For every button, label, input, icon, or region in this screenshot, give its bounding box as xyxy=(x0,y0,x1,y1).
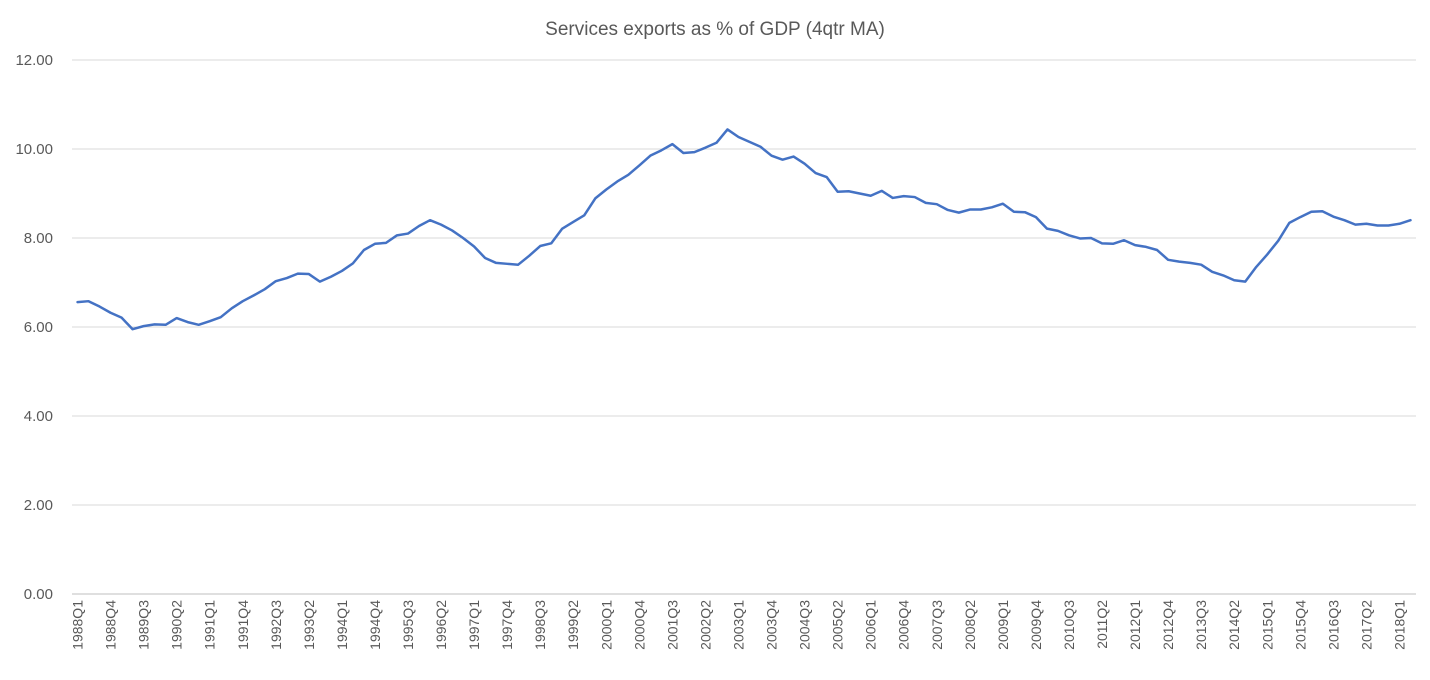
y-tick-label: 12.00 xyxy=(15,52,53,69)
y-tick-label: 0.00 xyxy=(24,586,53,603)
x-tick-label: 2017Q2 xyxy=(1358,600,1374,650)
x-tick-label: 2015Q4 xyxy=(1292,600,1308,650)
x-tick-label: 2010Q3 xyxy=(1061,600,1077,650)
x-tick-label: 2003Q4 xyxy=(764,600,780,650)
x-tick-label: 2009Q1 xyxy=(995,600,1011,650)
x-tick-label: 1998Q3 xyxy=(532,600,548,650)
chart-title: Services exports as % of GDP (4qtr MA) xyxy=(545,19,885,40)
x-tick-label: 1994Q4 xyxy=(367,600,383,650)
x-tick-label: 1988Q1 xyxy=(70,600,86,650)
x-tick-label: 1990Q2 xyxy=(169,600,185,650)
x-tick-label: 1992Q3 xyxy=(268,600,284,650)
x-tick-label: 2006Q4 xyxy=(896,600,912,650)
y-tick-label: 10.00 xyxy=(15,141,53,158)
x-tick-label: 2007Q3 xyxy=(929,600,945,650)
x-tick-label: 2009Q4 xyxy=(1028,600,1044,650)
y-tick-label: 6.00 xyxy=(24,319,53,336)
x-tick-label: 2016Q3 xyxy=(1325,600,1341,650)
x-tick-label: 2004Q3 xyxy=(797,600,813,650)
x-tick-label: 1988Q4 xyxy=(103,600,119,650)
x-tick-label: 2014Q2 xyxy=(1226,600,1242,650)
x-tick-label: 2008Q2 xyxy=(962,600,978,650)
x-tick-label: 1993Q2 xyxy=(301,600,317,650)
x-tick-label: 1997Q4 xyxy=(499,600,515,650)
x-tick-label: 1995Q3 xyxy=(400,600,416,650)
x-tick-label: 2006Q1 xyxy=(863,600,879,650)
x-tick-label: 2000Q4 xyxy=(631,600,647,650)
x-tick-label: 2011Q2 xyxy=(1094,600,1110,649)
series-line-services-exports xyxy=(76,128,1412,331)
x-tick-label: 1997Q1 xyxy=(466,600,482,650)
x-tick-label: 2001Q3 xyxy=(664,600,680,650)
x-tick-label: 1989Q3 xyxy=(136,600,152,650)
y-axis-ticks: 0.00 2.00 4.00 6.00 8.00 10.00 12.00 xyxy=(15,52,53,603)
x-tick-label: 1996Q2 xyxy=(433,600,449,650)
x-tick-label: 2012Q4 xyxy=(1160,600,1176,650)
x-axis-ticks: 1988Q1 1988Q4 1989Q3 1990Q2 1991Q1 1991Q4 1992… xyxy=(70,600,1408,650)
x-tick-label: 1991Q4 xyxy=(235,600,251,650)
x-tick-label: 1991Q1 xyxy=(202,600,218,650)
x-tick-label: 2005Q2 xyxy=(830,600,846,650)
x-tick-label: 2000Q1 xyxy=(598,600,614,650)
x-tick-label: 2015Q1 xyxy=(1259,600,1275,650)
x-tick-label: 2003Q1 xyxy=(730,600,746,650)
gridlines xyxy=(72,59,1416,506)
x-tick-label: 1999Q2 xyxy=(565,600,581,650)
y-tick-label: 8.00 xyxy=(24,230,53,247)
y-tick-label: 4.00 xyxy=(24,408,53,425)
x-tick-label: 2002Q2 xyxy=(697,600,713,650)
x-tick-label: 2018Q1 xyxy=(1391,600,1407,650)
x-tick-label: 1994Q1 xyxy=(334,600,350,650)
x-tick-label: 2013Q3 xyxy=(1193,600,1209,650)
x-tick-label: 2012Q1 xyxy=(1127,600,1143,650)
y-tick-label: 2.00 xyxy=(24,497,53,514)
